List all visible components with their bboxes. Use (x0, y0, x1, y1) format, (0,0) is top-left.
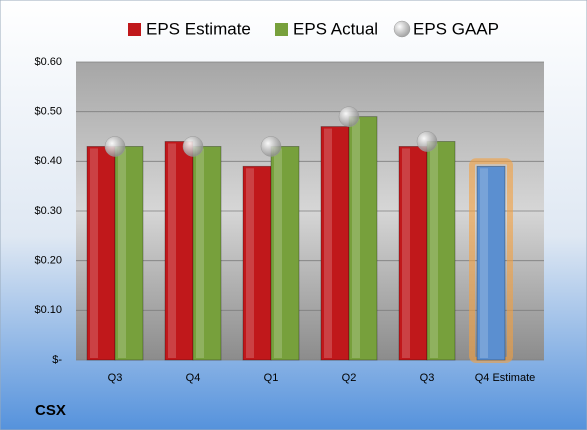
bar (348, 116, 378, 361)
bar-shine (90, 148, 98, 358)
x-tick-label: Q3 (108, 372, 123, 384)
gaap-marker (182, 136, 204, 157)
bar-shine (118, 148, 126, 358)
bar (164, 141, 194, 361)
legend-label: EPS Actual (293, 19, 378, 38)
bar (320, 126, 350, 361)
bar (114, 146, 144, 361)
legend-marker (275, 23, 288, 36)
y-tick-label: $- (52, 354, 62, 366)
bar-shine (352, 118, 360, 358)
gaap-marker (416, 131, 438, 152)
y-tick-label: $0.60 (34, 56, 62, 68)
bar-shine (196, 148, 204, 358)
bar-shine (274, 148, 282, 358)
legend-marker (128, 23, 141, 36)
y-tick-label: $0.20 (34, 255, 62, 267)
x-tick-label: Q4 Estimate (475, 372, 536, 384)
x-tick-label: Q1 (264, 372, 279, 384)
legend-label: EPS Estimate (146, 19, 251, 38)
bar (426, 141, 456, 361)
bar (398, 146, 428, 361)
bar-shine (324, 128, 332, 358)
x-tick-label: Q2 (342, 372, 357, 384)
bar-shine (168, 143, 176, 358)
caption: CSX (35, 402, 66, 419)
y-tick-label: $0.40 (34, 155, 62, 167)
legend-label: EPS GAAP (413, 19, 499, 38)
gaap-marker (338, 106, 360, 127)
bar (192, 146, 222, 361)
bar (86, 146, 116, 361)
bar-shine (480, 168, 488, 358)
bar (476, 165, 506, 361)
y-tick-label: $0.50 (34, 106, 62, 118)
gaap-marker (260, 136, 282, 157)
bar (270, 146, 300, 361)
bar-shine (402, 148, 410, 358)
bar (242, 165, 272, 361)
y-tick-label: $0.10 (34, 304, 62, 316)
legend-marker (393, 20, 411, 38)
bar-shine (430, 143, 438, 358)
gaap-marker (104, 136, 126, 157)
y-tick-label: $0.30 (34, 205, 62, 217)
bar-shine (246, 168, 254, 358)
x-tick-label: Q4 (186, 372, 201, 384)
x-tick-label: Q3 (420, 372, 435, 384)
